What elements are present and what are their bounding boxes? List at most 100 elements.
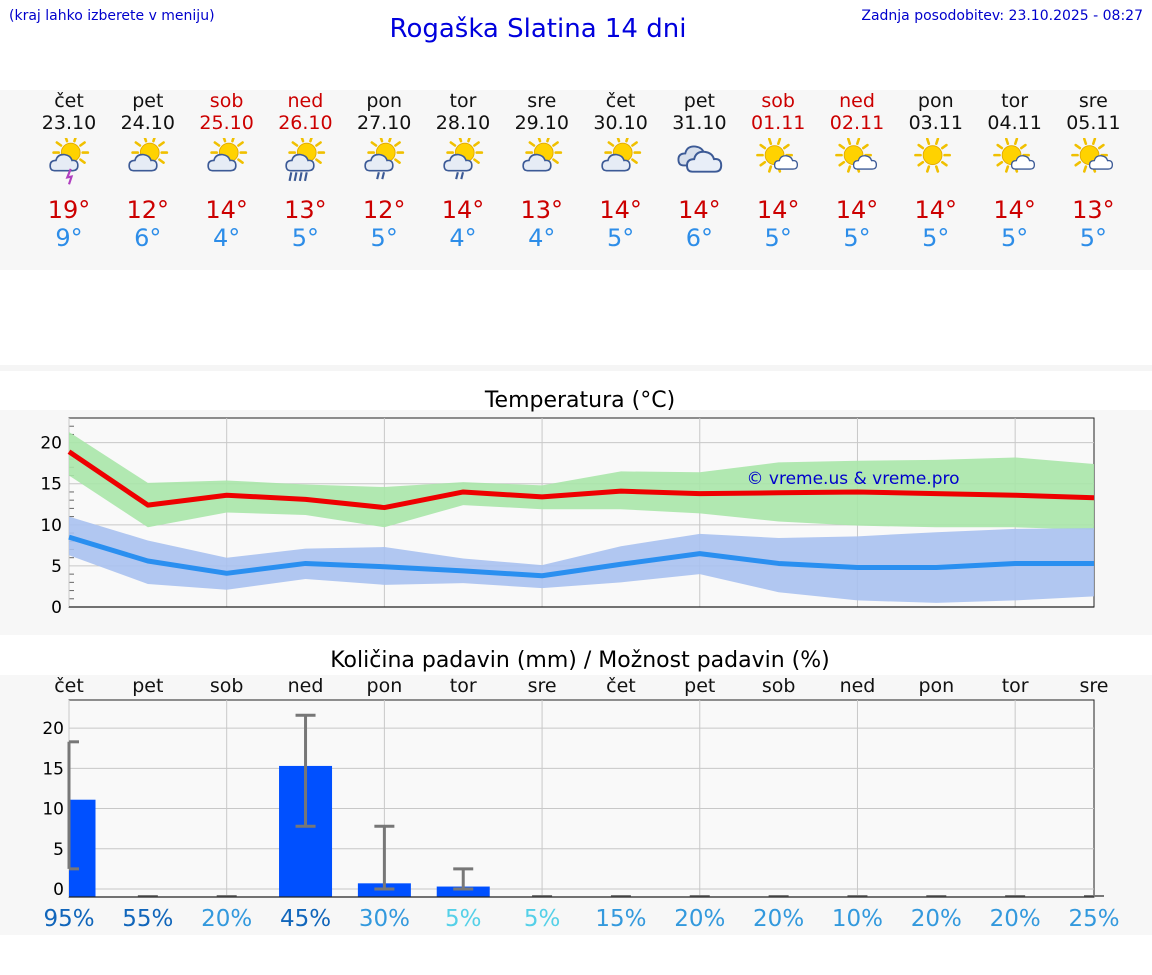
forecast-day: sre 05.11 13° 5°	[1053, 90, 1133, 252]
day-axis-label: sre	[1080, 675, 1109, 697]
precipitation-error-bar	[67, 740, 79, 871]
min-temperature: 5°	[1079, 224, 1108, 252]
precipitation-chart: 0 5 10 15 20 čet pet sob ned pon tor sre čet pet sob ne…	[42, 675, 1119, 932]
min-temperature: 5°	[291, 224, 320, 252]
forecast-day: čet 23.10 19° 9°	[29, 90, 109, 252]
day-of-week: tor	[1001, 90, 1029, 112]
forecast-day: sre 29.10 13° 4°	[502, 90, 582, 252]
precipitation-probability: 5%	[524, 906, 561, 932]
y-tick-label: 15	[42, 759, 64, 779]
day-of-week: ned	[839, 90, 875, 112]
day-date: 30.10	[593, 112, 648, 134]
sun-cloud-icon	[600, 138, 641, 172]
forecast-strip: čet 23.10 19° 9° pet 24.10 12° 6° sob 25.10 14° 4° n…	[0, 90, 1152, 270]
precipitation-bar	[69, 799, 96, 897]
day-axis-label: čet	[54, 675, 84, 697]
copyright-annotation: © vreme.us & vreme.pro	[746, 469, 959, 489]
day-axis-label: pet	[684, 675, 715, 697]
day-axis-label: sob	[210, 675, 244, 697]
day-axis-label: tor	[450, 675, 477, 697]
day-of-week: sob	[761, 90, 795, 112]
min-temperature: 5°	[370, 224, 398, 252]
min-temperature: 4°	[449, 224, 477, 252]
max-temperature-range-band	[69, 431, 1094, 530]
precipitation-probability: 55%	[122, 906, 173, 932]
day-date: 23.10	[41, 112, 97, 134]
y-tick-label: 10	[42, 800, 64, 820]
day-date: 24.10	[120, 112, 175, 134]
max-temperature: 14°	[914, 196, 958, 224]
divider	[0, 365, 1152, 371]
day-axis-label: tor	[1002, 675, 1029, 697]
forecast-day: pet 24.10 12° 6°	[108, 90, 188, 252]
sun-cloud-thunder-icon	[49, 138, 90, 185]
max-temperature: 14°	[205, 196, 248, 224]
min-temperature: 5°	[764, 224, 792, 252]
min-temperature: 5°	[1000, 224, 1029, 252]
precipitation-probability: 20%	[201, 906, 252, 932]
forecast-day: sob 01.11 14° 5°	[738, 90, 818, 252]
forecast-day: ned 02.11 14° 5°	[817, 90, 897, 252]
sun-cloud-icon	[128, 138, 168, 172]
max-temperature: 12°	[362, 196, 406, 224]
y-tick-label: 0	[53, 880, 64, 900]
precipitation-probability: 15%	[595, 906, 646, 932]
day-axis-label: pon	[367, 675, 403, 697]
max-temperature: 13°	[520, 196, 564, 224]
day-date: 01.11	[750, 112, 806, 134]
y-tick-label: 20	[42, 719, 64, 739]
day-of-week: pet	[132, 90, 164, 112]
min-temperature: 4°	[528, 224, 556, 252]
precipitation-probability: 20%	[911, 906, 962, 932]
sun-small-cloud-icon	[1071, 138, 1114, 173]
min-temperature: 5°	[922, 224, 950, 252]
max-temperature: 14°	[441, 196, 485, 224]
precipitation-probability: 45%	[280, 906, 331, 932]
max-temperature: 13°	[284, 196, 327, 224]
precipitation-probability: 30%	[359, 906, 410, 932]
day-date: 28.10	[435, 112, 491, 134]
day-of-week: ned	[287, 90, 324, 112]
day-axis-label: pet	[132, 675, 163, 697]
sun-cloud-light-rain-icon	[364, 138, 405, 180]
day-date: 26.10	[278, 112, 333, 134]
day-of-week: sre	[1078, 90, 1108, 112]
y-tick-label: 5	[51, 557, 62, 577]
day-axis-label: sre	[528, 675, 557, 697]
day-date: 05.11	[1066, 112, 1121, 134]
min-temperature: 6°	[134, 224, 162, 252]
max-temperature: 19°	[47, 196, 91, 224]
precipitation-probability: 10%	[832, 906, 883, 932]
sun-small-cloud-icon	[835, 138, 878, 173]
page-title: Rogaška Slatina 14 dni	[389, 14, 687, 44]
day-of-week: sre	[527, 90, 557, 112]
y-tick-label: 0	[51, 598, 62, 618]
day-axis-label: ned	[840, 675, 876, 697]
precipitation-probability: 20%	[674, 906, 725, 932]
day-date: 29.10	[514, 112, 569, 134]
day-axis-label: ned	[288, 675, 324, 697]
sun-cloud-light-rain-icon	[443, 138, 484, 180]
precipitation-probability: 20%	[990, 906, 1041, 932]
max-temperature: 13°	[1072, 196, 1115, 224]
max-temperature: 14°	[835, 196, 879, 224]
temperature-chart: 0 5 10 15 20 © vreme.us & vreme.pro	[40, 417, 1095, 618]
sun-small-cloud-icon	[992, 138, 1035, 173]
y-tick-label: 5	[53, 840, 64, 860]
sun-cloud-heavy-rain-icon	[285, 138, 326, 182]
day-date: 25.10	[199, 112, 254, 134]
precipitation-chart-title: Količina padavin (mm) / Možnost padavin …	[330, 648, 830, 673]
location-menu-hint: (kraj lahko izberete v meniju)	[9, 8, 215, 24]
precipitation-error-bar	[374, 824, 395, 891]
forecast-day: ned 26.10 13° 5°	[265, 90, 345, 252]
plot-area	[68, 699, 1095, 898]
forecast-day: tor 04.11 14° 5°	[975, 90, 1055, 252]
day-date: 31.10	[672, 112, 727, 134]
max-temperature: 14°	[756, 196, 800, 224]
sun-icon	[913, 138, 951, 173]
sun-small-cloud-icon	[756, 138, 799, 173]
min-temperature: 6°	[685, 224, 714, 252]
day-date: 27.10	[356, 112, 412, 134]
day-axis-label: čet	[606, 675, 636, 697]
precipitation-error-bar	[453, 867, 474, 891]
